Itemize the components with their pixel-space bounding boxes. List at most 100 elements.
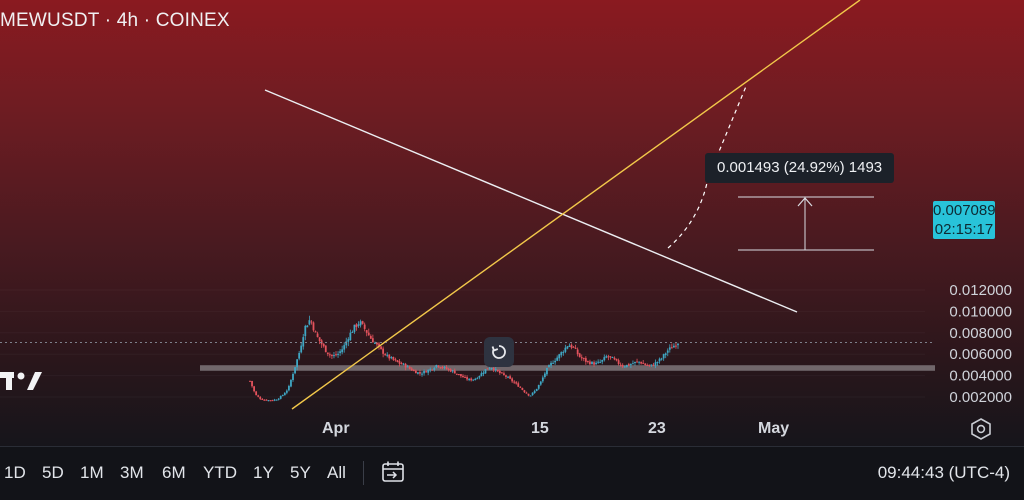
candle-body bbox=[345, 341, 348, 346]
candle-body bbox=[349, 332, 352, 341]
candle-body bbox=[259, 397, 262, 399]
candle-body bbox=[445, 367, 448, 369]
candle-body bbox=[609, 356, 612, 358]
candle-body bbox=[654, 362, 657, 366]
candle-body bbox=[361, 321, 364, 324]
candle-body bbox=[408, 366, 411, 369]
candle-body bbox=[533, 391, 536, 394]
candle-body bbox=[484, 369, 487, 374]
go-to-date-button[interactable] bbox=[380, 459, 406, 485]
symbol-title[interactable]: MEWUSDT · 4h · COINEX bbox=[0, 10, 230, 31]
candle-body bbox=[261, 398, 264, 400]
candle-body bbox=[392, 356, 395, 360]
candle-body bbox=[607, 356, 610, 358]
candle-body bbox=[441, 367, 444, 369]
candle-body bbox=[521, 387, 524, 390]
candle-body bbox=[558, 354, 561, 359]
candle-body bbox=[627, 364, 630, 366]
candle-body bbox=[505, 375, 507, 377]
candle-body bbox=[644, 363, 647, 366]
candle-body bbox=[335, 354, 337, 356]
candle-body bbox=[263, 399, 266, 401]
tradingview-logo-icon bbox=[0, 372, 42, 390]
candle-body bbox=[570, 344, 573, 348]
price-chart[interactable]: 0.012000 0.010000 0.008000 0.006000 0.004000… bbox=[0, 0, 1024, 446]
candle-body bbox=[646, 364, 649, 366]
candle-body bbox=[449, 369, 452, 372]
timezone-clock[interactable]: 09:44:43 (UTC-4) bbox=[877, 463, 1010, 482]
replay-button[interactable] bbox=[484, 337, 514, 367]
range-5y-button[interactable]: 5Y bbox=[290, 463, 311, 482]
chart-settings-button[interactable] bbox=[968, 416, 994, 442]
range-1y-button[interactable]: 1Y bbox=[253, 463, 274, 482]
candle-body bbox=[513, 381, 516, 383]
grid-lines bbox=[0, 290, 925, 397]
candle-body bbox=[285, 390, 288, 393]
support-zone[interactable] bbox=[200, 365, 935, 371]
range-1d-button[interactable]: 1D bbox=[4, 463, 26, 482]
candle-body bbox=[529, 395, 532, 397]
candle-body bbox=[576, 349, 579, 355]
candle-body bbox=[537, 384, 540, 389]
candle-body bbox=[482, 372, 485, 374]
candle-body bbox=[541, 377, 544, 382]
candle-body bbox=[496, 369, 499, 372]
candle-body bbox=[400, 363, 403, 365]
candle-body bbox=[343, 345, 346, 350]
range-1m-button[interactable]: 1M bbox=[80, 463, 104, 482]
candle-body bbox=[390, 357, 393, 359]
candle-body bbox=[251, 380, 253, 387]
candle-body bbox=[564, 347, 567, 352]
candle-body bbox=[423, 370, 425, 374]
candle-body bbox=[490, 367, 493, 369]
candle-body bbox=[378, 343, 380, 347]
range-ytd-button[interactable]: YTD bbox=[203, 463, 237, 482]
candle-body bbox=[599, 361, 602, 363]
candle-body bbox=[578, 353, 581, 357]
candle-body bbox=[543, 373, 546, 377]
range-5d-button[interactable]: 5D bbox=[42, 463, 64, 482]
candle-body bbox=[300, 345, 303, 353]
candle-body bbox=[429, 369, 432, 371]
x-tick-may: May bbox=[758, 420, 790, 437]
candle-body bbox=[492, 367, 495, 371]
candle-body bbox=[455, 373, 458, 375]
candle-body bbox=[283, 393, 286, 396]
tradingview-logo[interactable] bbox=[0, 368, 44, 394]
candle-body bbox=[552, 362, 554, 364]
descending-trendline[interactable] bbox=[264, 89, 798, 313]
candle-body bbox=[451, 370, 454, 372]
range-3m-button[interactable]: 3M bbox=[120, 463, 144, 482]
range-6m-button[interactable]: 6M bbox=[162, 463, 186, 482]
candle-body bbox=[486, 368, 489, 370]
candle-body bbox=[498, 370, 501, 374]
ascending-trendline[interactable] bbox=[291, 0, 861, 410]
candle-body bbox=[611, 357, 614, 359]
candle-body bbox=[509, 376, 511, 379]
candle-body bbox=[525, 392, 528, 394]
candle-body bbox=[253, 386, 255, 392]
candle-body bbox=[474, 378, 477, 381]
candle-body bbox=[453, 370, 456, 374]
candle-body bbox=[670, 347, 673, 349]
candle-body bbox=[339, 351, 342, 353]
candle-body bbox=[412, 370, 415, 372]
candle-body bbox=[511, 378, 514, 382]
candle-body bbox=[437, 365, 440, 367]
candle-body bbox=[554, 360, 557, 363]
range-all-button[interactable]: All bbox=[327, 463, 346, 482]
measure-tool[interactable] bbox=[738, 196, 874, 251]
candle-body bbox=[619, 364, 622, 366]
candle-body bbox=[277, 398, 280, 400]
candle-body bbox=[273, 399, 276, 401]
y-axis: 0.012000 0.010000 0.008000 0.006000 0.004000… bbox=[949, 282, 1012, 406]
candle-body bbox=[523, 390, 526, 393]
y-tick-label: 0.006000 bbox=[949, 346, 1012, 363]
candle-body bbox=[560, 352, 563, 356]
candle-body bbox=[666, 350, 669, 353]
candle-body bbox=[562, 351, 565, 353]
candle-body bbox=[333, 355, 335, 357]
candle-body bbox=[621, 365, 624, 367]
candle-body bbox=[648, 364, 651, 366]
candle-body bbox=[589, 361, 591, 365]
